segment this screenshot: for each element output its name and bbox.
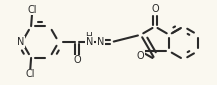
Text: H: H [85,32,92,41]
Text: N: N [86,37,93,47]
Text: Cl: Cl [25,69,35,79]
Text: O: O [137,51,145,61]
Text: O: O [151,4,159,14]
Text: N: N [17,37,25,47]
Text: Cl: Cl [27,5,37,15]
Text: N: N [97,37,104,47]
Text: O: O [73,55,81,65]
